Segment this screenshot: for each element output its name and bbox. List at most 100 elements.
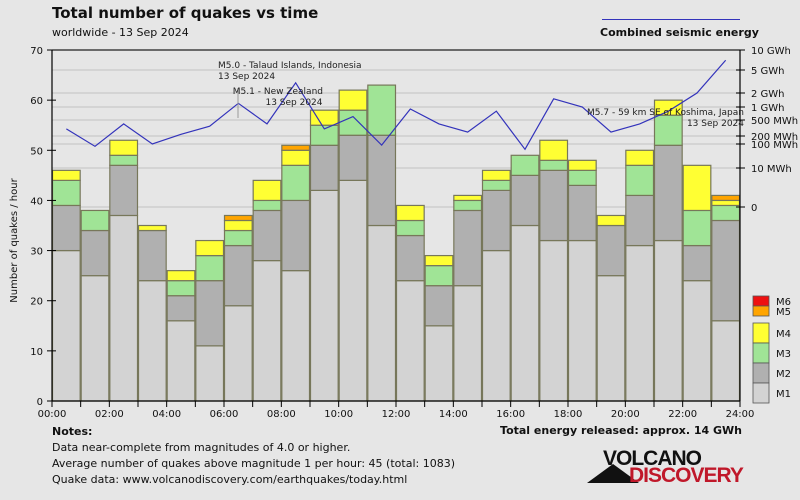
bar-segment-m1 — [252, 260, 282, 402]
y-axis-label: Number of quakes / hour — [9, 177, 20, 302]
bar-segment-m4 — [109, 139, 139, 156]
x-tick-label: 06:00 — [210, 409, 239, 420]
bar-segment-m1 — [682, 280, 712, 402]
legend-swatch-m5 — [752, 305, 770, 317]
y-tick-label: 10 — [30, 347, 43, 358]
bar-segment-m2 — [338, 134, 368, 181]
bar-segment-m2 — [309, 144, 339, 191]
bar-segment-m3 — [539, 159, 569, 171]
bar-segment-m1 — [567, 239, 597, 402]
bar-segment-m1 — [80, 275, 110, 402]
bar-segment-m4 — [424, 254, 454, 267]
bar-segment-m4 — [166, 270, 196, 282]
bar-segment-m1 — [137, 280, 167, 402]
energy-tick-label: 10 GWh — [751, 46, 791, 57]
bar-segment-m1 — [395, 280, 425, 402]
legend-label-m4: M4 — [776, 329, 791, 340]
bar-segment-m2 — [596, 224, 626, 277]
logo-text-discovery: DISCOVERY — [629, 464, 744, 487]
x-tick-label: 12:00 — [382, 409, 411, 420]
x-tick-label: 08:00 — [267, 409, 296, 420]
bar-segment-m1 — [453, 285, 483, 402]
axes: 0 10 20 30 40 50 60 70 00:00 02:00 04:00 06:00 08:00… — [9, 46, 798, 420]
notes-line: Data near-complete from magnitudes of 4.… — [52, 441, 351, 454]
y-tick-label: 60 — [30, 96, 43, 107]
annotation-date: 13 Sep 2024 — [218, 72, 275, 82]
annotation-date: 13 Sep 2024 — [265, 98, 322, 108]
x-tick-label: 20:00 — [611, 409, 640, 420]
bar-segment-m1 — [481, 249, 511, 402]
bar-segment-m4 — [195, 239, 225, 257]
legend-swatch-m1 — [752, 382, 770, 404]
bar-segment-m2 — [137, 229, 167, 282]
notes-line: Quake data: www.volcanodiscovery.com/ear… — [52, 473, 408, 486]
bar-segment-m4 — [51, 169, 81, 181]
bar-segment-m1 — [51, 249, 81, 402]
legend-label-m6: M6 — [776, 297, 791, 308]
notes: Notes: Data near-complete from magnitude… — [52, 424, 455, 488]
bar-segment-m2 — [281, 199, 311, 272]
y-tick-label: 0 — [37, 397, 43, 408]
bar-segment-m3 — [338, 109, 368, 136]
bar-segment-m2 — [539, 169, 569, 242]
bar-segment-m4 — [481, 169, 511, 181]
bar-segment-m3 — [567, 169, 597, 186]
bar-segment-m3 — [395, 219, 425, 237]
bar-segment-m4 — [567, 159, 597, 171]
bar-segment-m2 — [711, 219, 741, 322]
bar-segment-m2 — [195, 280, 225, 347]
bar-segment-m2 — [653, 144, 683, 242]
bar-segment-m1 — [166, 320, 196, 402]
x-tick-label: 00:00 — [38, 409, 67, 420]
legend-swatch-m6 — [752, 295, 770, 307]
bar-segment-m4 — [338, 89, 368, 111]
bar-segment-m4 — [711, 199, 741, 207]
x-tick-label: 02:00 — [95, 409, 124, 420]
energy-line — [66, 59, 727, 151]
y-tick-label: 30 — [30, 247, 43, 258]
bar-segment-m4 — [625, 149, 655, 166]
bar-segment-m2 — [252, 209, 282, 262]
bar-segment-m4 — [653, 99, 683, 116]
bar-segment-m1 — [596, 275, 626, 402]
bar-segment-m2 — [625, 194, 655, 247]
bar-segment-m2 — [481, 189, 511, 252]
chart-subtitle: worldwide - 13 Sep 2024 — [52, 26, 189, 39]
notes-heading: Notes: — [52, 425, 93, 438]
bar-segment-m1 — [510, 224, 540, 402]
legend-swatch-m4 — [752, 322, 770, 344]
bar-segment-m1 — [309, 189, 339, 402]
bar-segment-m3 — [367, 84, 397, 136]
bar-segment-m3 — [682, 209, 712, 247]
bar-segment-m3 — [80, 209, 110, 232]
legend-swatch-m3 — [752, 342, 770, 364]
bar-segment-m2 — [510, 174, 540, 227]
bar-segment-m5 — [281, 144, 311, 151]
bar-segment-m2 — [567, 184, 597, 242]
bar-segment-m4 — [252, 179, 282, 202]
bar-segment-m5 — [223, 214, 253, 222]
bar-segment-m2 — [424, 285, 454, 327]
volcanodiscovery-logo[interactable]: VOLCANO DISCOVERY — [587, 447, 744, 487]
x-tick-label: 10:00 — [324, 409, 353, 420]
bar-segment-m3 — [223, 229, 253, 247]
bar-segment-m2 — [109, 164, 139, 217]
bar-segment-m3 — [453, 199, 483, 212]
bar-segment-m1 — [539, 239, 569, 402]
bar-segment-m4 — [309, 109, 339, 126]
energy-tick-label: 0 — [751, 203, 757, 214]
bar-segment-m4 — [682, 164, 712, 212]
bar-segment-m4 — [137, 224, 167, 232]
bar-segment-m4 — [223, 219, 253, 232]
x-tick-label: 24:00 — [726, 409, 755, 420]
x-tick-label: 14:00 — [439, 409, 468, 420]
bar-segment-m2 — [395, 234, 425, 282]
bar-segment-m3 — [481, 179, 511, 192]
legend-swatch-m2 — [752, 362, 770, 384]
bar-segment-m1 — [281, 270, 311, 402]
x-tick-label: 22:00 — [668, 409, 697, 420]
logo-text-volcano: VOLCANO — [603, 447, 702, 470]
bar-segment-m1 — [625, 244, 655, 402]
energy-tick-label: 500 MWh — [751, 116, 798, 127]
